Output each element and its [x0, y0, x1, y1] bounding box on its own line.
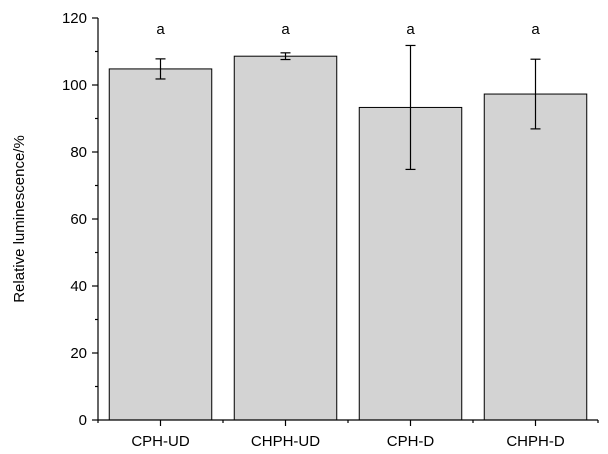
- y-tick-label-80: 80: [70, 144, 87, 161]
- significance-label-chph-d: a: [531, 21, 540, 38]
- y-tick-label-0: 0: [79, 412, 87, 429]
- y-tick-label-100: 100: [62, 77, 87, 94]
- y-tick-label-120: 120: [62, 10, 87, 27]
- y-axis-title: Relative luminescence/%: [11, 135, 28, 303]
- x-tick-label-chph-d: CHPH-D: [506, 433, 564, 450]
- bar-cph-ud: [108, 68, 213, 421]
- bar-chph-ud: [233, 55, 338, 421]
- significance-label-chph-ud: a: [281, 21, 290, 38]
- significance-label-cph-d: a: [406, 21, 415, 38]
- y-tick-label-40: 40: [70, 278, 87, 295]
- significance-label-cph-ud: a: [156, 21, 165, 38]
- y-tick-label-20: 20: [70, 345, 87, 362]
- bar-chph-d: [483, 93, 588, 421]
- x-tick-label-cph-ud: CPH-UD: [131, 433, 189, 450]
- x-tick-label-chph-ud: CHPH-UD: [251, 433, 320, 450]
- x-tick-label-cph-d: CPH-D: [387, 433, 435, 450]
- y-tick-label-60: 60: [70, 211, 87, 228]
